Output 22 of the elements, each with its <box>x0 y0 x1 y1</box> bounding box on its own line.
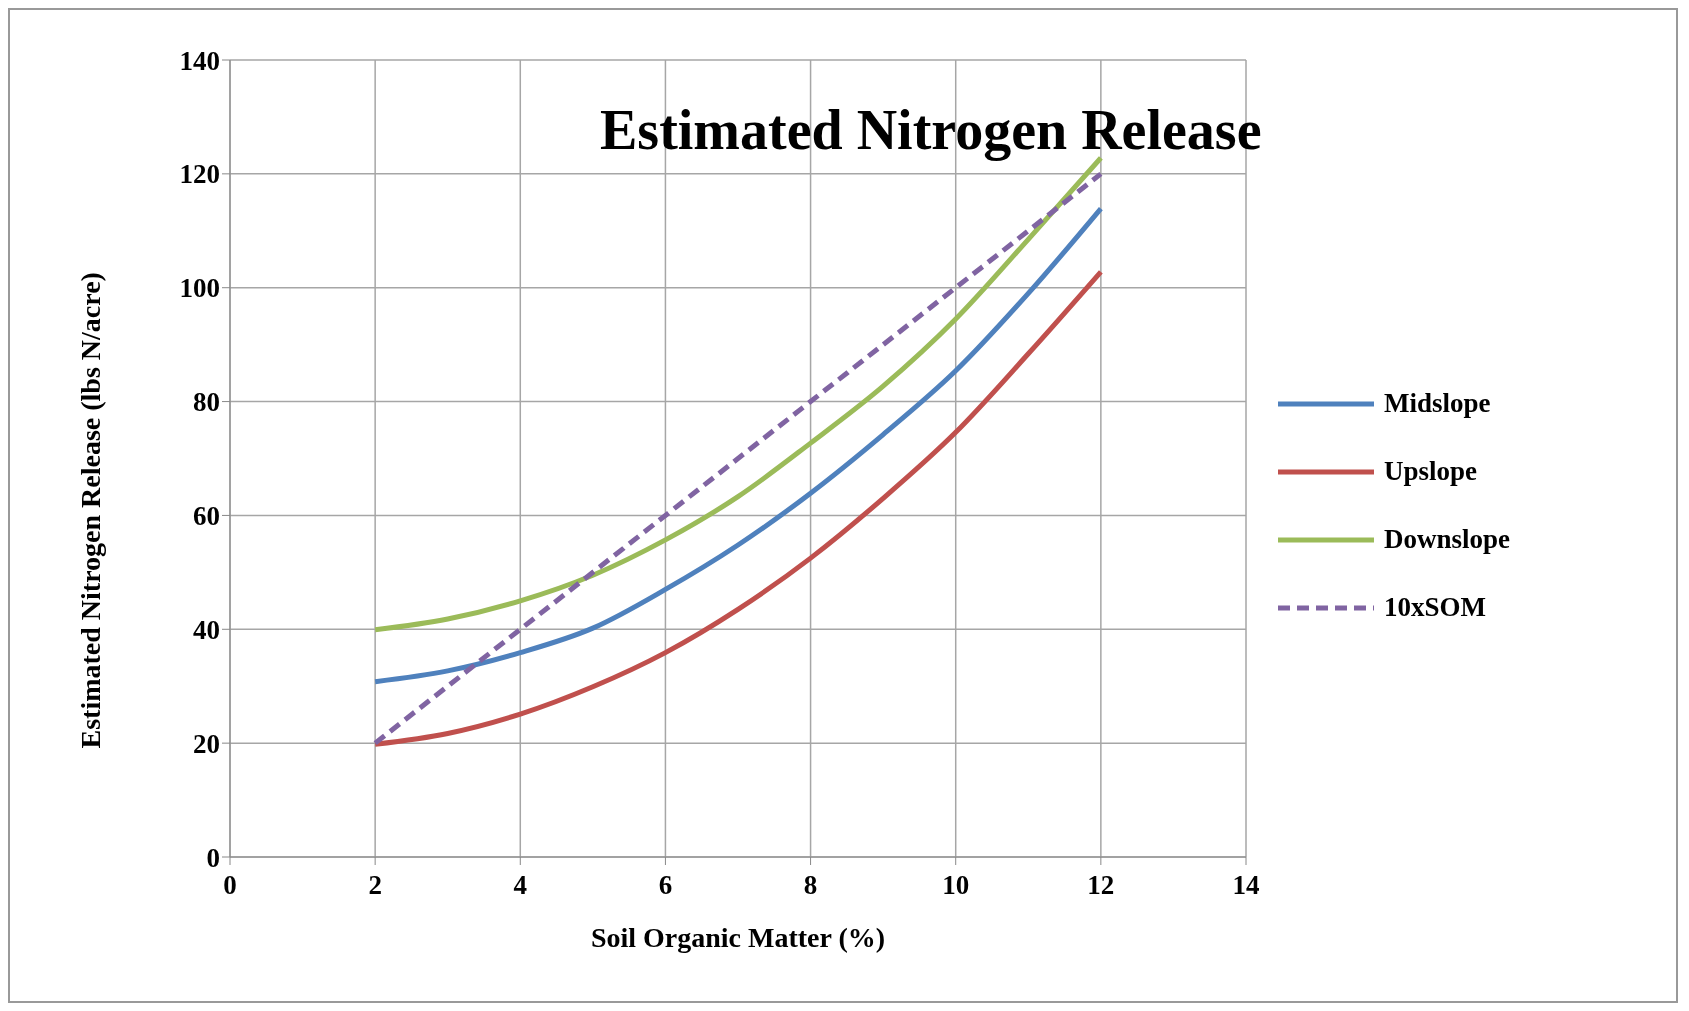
y-tick-label: 100 <box>179 273 220 304</box>
y-tick-label: 20 <box>193 728 220 759</box>
y-tick-label: 140 <box>179 45 220 76</box>
legend-label: Downslope <box>1384 524 1511 555</box>
x-tick-label: 2 <box>368 870 382 901</box>
x-tick-label: 12 <box>1087 870 1115 901</box>
x-tick-label: 4 <box>513 870 528 901</box>
x-tick-label: 10 <box>942 870 970 901</box>
legend-label: 10xSOM <box>1384 592 1487 623</box>
y-axis-title: Estimated Nitrogen Release (lbs N/acre) <box>74 272 106 749</box>
y-tick-label: 60 <box>193 501 220 532</box>
x-axis-title: Soil Organic Matter (%) <box>590 922 886 953</box>
x-tick-label: 8 <box>803 870 818 901</box>
x-tick-label: 6 <box>658 870 673 901</box>
y-tick-label: 120 <box>179 159 220 190</box>
legend-label: Midslope <box>1384 388 1491 419</box>
y-tick-label: 40 <box>193 614 220 645</box>
x-tick-label: 14 <box>1232 870 1260 901</box>
legend-label: Upslope <box>1384 456 1478 487</box>
y-tick-label: 0 <box>206 842 220 873</box>
y-tick-label: 80 <box>193 387 220 418</box>
text: Estimated Nitrogen Release <box>600 98 1262 162</box>
